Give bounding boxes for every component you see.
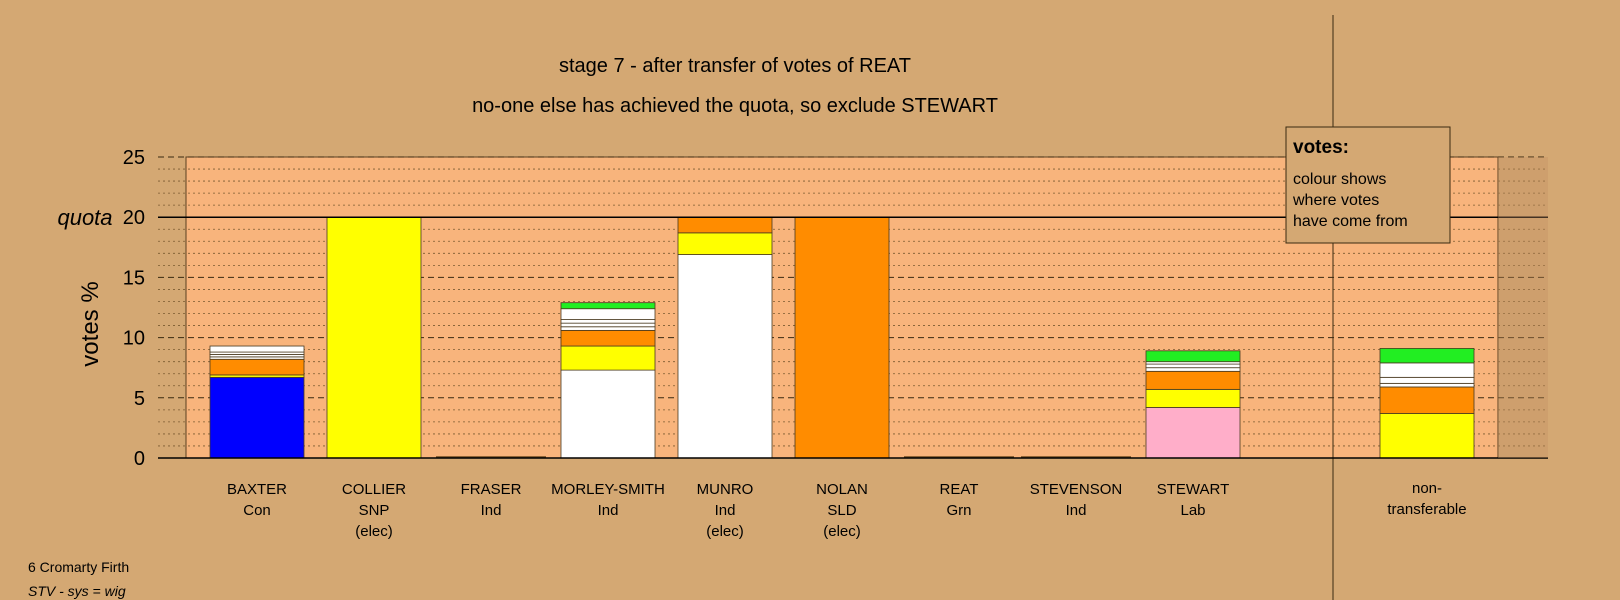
legend-title: votes: bbox=[1293, 137, 1349, 158]
y-tick-label: 20 bbox=[123, 207, 145, 229]
candidate-elected-nolan: (elec) bbox=[823, 523, 861, 540]
bar-segment-stewart bbox=[1145, 367, 1241, 372]
bar-segment-baxter bbox=[209, 358, 305, 376]
candidate-party-collier: SNP bbox=[359, 502, 390, 519]
bar-segment-morley-smith bbox=[560, 326, 656, 331]
candidate-name-baxter: BAXTER bbox=[227, 481, 287, 498]
bar-segment-nontransferable bbox=[1379, 382, 1475, 388]
legend-box bbox=[1285, 126, 1451, 244]
chart-title: stage 7 - after transfer of votes of REA… bbox=[559, 55, 911, 77]
candidate-name-munro: MUNRO bbox=[697, 481, 754, 498]
legend: votes: colour shows where votes have com… bbox=[1285, 126, 1451, 244]
bar-segment-stewart bbox=[1145, 388, 1241, 408]
legend-line-3: have come from bbox=[1293, 213, 1408, 230]
y-tick-labels: 0 5 10 15 20 25 bbox=[123, 147, 145, 470]
bar-segment-stewart bbox=[1145, 407, 1241, 459]
bar-segment-stewart bbox=[1145, 350, 1241, 363]
bar-segment-munro bbox=[677, 216, 773, 234]
bar-segment-morley-smith bbox=[560, 369, 656, 459]
y-tick-label: 10 bbox=[123, 328, 145, 350]
candidate-name-stevenson: STEVENSON bbox=[1030, 481, 1123, 498]
candidate-name-stewart: STEWART bbox=[1157, 481, 1230, 498]
bar-segment-nontransferable bbox=[1379, 362, 1475, 378]
legend-line-2: where votes bbox=[1292, 192, 1379, 209]
y-tick-label: 25 bbox=[123, 147, 145, 169]
candidate-name-collier: COLLIER bbox=[342, 481, 406, 498]
nontransferable-label-1: non- bbox=[1412, 480, 1442, 497]
y-tick-label: 5 bbox=[134, 388, 145, 410]
bar-segment-stewart bbox=[1145, 370, 1241, 390]
candidate-party-stevenson: Ind bbox=[1066, 502, 1087, 519]
candidate-name-morley-smith: MORLEY-SMITH bbox=[551, 481, 665, 498]
bar-segment-morley-smith bbox=[560, 302, 656, 310]
candidate-party-baxter: Con bbox=[243, 502, 271, 519]
candidate-party-fraser: Ind bbox=[481, 502, 502, 519]
bar-segment-baxter bbox=[209, 345, 305, 353]
candidate-name-fraser: FRASER bbox=[461, 481, 522, 498]
legend-line-1: colour shows bbox=[1293, 171, 1386, 188]
bars-group bbox=[209, 216, 1475, 459]
bar-segment-collier bbox=[326, 216, 422, 459]
bar-segment-morley-smith bbox=[560, 319, 656, 324]
bar-segment-nolan bbox=[794, 216, 890, 459]
bar-segment-stewart bbox=[1145, 363, 1241, 369]
bar-segment-morley-smith bbox=[560, 308, 656, 320]
candidate-elected-collier: (elec) bbox=[355, 523, 393, 540]
footer-constituency: 6 Cromarty Firth bbox=[28, 559, 129, 575]
right-shade bbox=[1498, 157, 1548, 458]
candidate-party-reat: Grn bbox=[946, 502, 971, 519]
candidate-elected-munro: (elec) bbox=[706, 523, 744, 540]
bar-segment-nontransferable bbox=[1379, 348, 1475, 364]
quota-label: quota bbox=[57, 205, 112, 230]
bar-segment-morley-smith bbox=[560, 322, 656, 328]
y-tick-label: 0 bbox=[134, 448, 145, 470]
bar-segment-munro bbox=[677, 232, 773, 255]
bar-segment-nontransferable bbox=[1379, 413, 1475, 459]
y-tick-label: 15 bbox=[123, 267, 145, 289]
bar-segment-munro bbox=[677, 254, 773, 459]
chart-subtitle: no-one else has achieved the quota, so e… bbox=[472, 95, 998, 117]
candidate-name-reat: REAT bbox=[940, 481, 979, 498]
footer-system: STV - sys = wig bbox=[28, 583, 126, 599]
bar-segment-nontransferable bbox=[1379, 386, 1475, 414]
x-tick-labels: BAXTER Con COLLIER SNP (elec) FRASER Ind MORLEY… bbox=[227, 480, 1467, 540]
nontransferable-label-2: transferable bbox=[1387, 501, 1466, 518]
candidate-party-munro: Ind bbox=[715, 502, 736, 519]
bar-segment-nontransferable bbox=[1379, 376, 1475, 384]
candidate-party-stewart: Lab bbox=[1180, 502, 1205, 519]
bar-segment-morley-smith bbox=[560, 329, 656, 347]
candidate-party-morley-smith: Ind bbox=[598, 502, 619, 519]
bar-segment-morley-smith bbox=[560, 345, 656, 371]
candidate-name-nolan: NOLAN bbox=[816, 481, 868, 498]
candidate-party-nolan: SLD bbox=[827, 502, 856, 519]
bar-segment-baxter bbox=[209, 376, 305, 459]
y-axis-label: votes % bbox=[77, 281, 104, 366]
